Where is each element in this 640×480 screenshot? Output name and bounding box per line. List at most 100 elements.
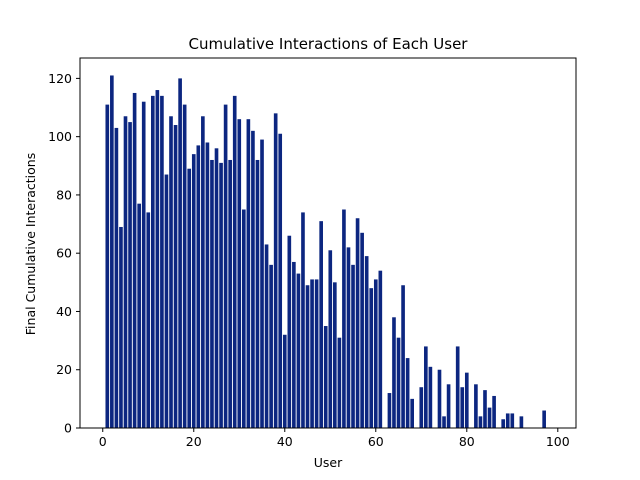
bar-user-31 xyxy=(242,209,246,428)
bar-user-71 xyxy=(424,346,428,428)
bar-user-45 xyxy=(305,285,310,428)
bar-user-80 xyxy=(464,372,469,428)
bar-user-36 xyxy=(264,244,269,428)
bar-user-20 xyxy=(191,154,196,428)
y-tick-label-20: 20 xyxy=(56,362,72,377)
bar-user-7 xyxy=(132,92,137,429)
bar-user-39 xyxy=(278,133,283,428)
bar-user-92 xyxy=(519,416,524,428)
bar-user-48 xyxy=(319,221,323,428)
bar-user-8 xyxy=(137,203,141,428)
bar-user-70 xyxy=(419,387,424,428)
bar-user-33 xyxy=(251,130,255,428)
bar-user-27 xyxy=(223,104,228,429)
bar-user-79 xyxy=(460,387,465,428)
x-tick-label-20: 20 xyxy=(186,434,202,449)
bar-user-9 xyxy=(141,101,146,428)
x-tick-label-40: 40 xyxy=(277,434,293,449)
bar-user-55 xyxy=(351,264,355,428)
y-tick-label-0: 0 xyxy=(64,421,72,436)
bar-user-25 xyxy=(214,148,219,428)
bar-user-24 xyxy=(210,159,214,428)
y-tick-label-100: 100 xyxy=(48,129,72,144)
bar-user-72 xyxy=(428,366,433,428)
bar-user-3 xyxy=(114,127,119,429)
bar-user-40 xyxy=(282,334,287,428)
bar-user-74 xyxy=(437,369,442,428)
bar-user-42 xyxy=(292,261,296,428)
bar-user-60 xyxy=(373,279,378,428)
y-tick-label-60: 60 xyxy=(56,246,72,261)
bar-user-57 xyxy=(360,232,364,428)
bar-user-52 xyxy=(337,337,342,428)
bar-user-59 xyxy=(369,288,374,428)
bar-user-86 xyxy=(492,395,496,428)
bar-user-19 xyxy=(187,168,192,428)
bar-user-41 xyxy=(287,235,292,428)
bar-user-34 xyxy=(255,159,260,428)
bar-user-51 xyxy=(333,282,337,428)
bar-user-21 xyxy=(196,145,201,428)
bar-user-12 xyxy=(155,90,160,429)
bar-user-44 xyxy=(301,212,305,428)
bar-user-56 xyxy=(355,218,360,428)
bar-user-47 xyxy=(314,279,319,428)
bar-user-83 xyxy=(478,416,483,428)
bar-user-76 xyxy=(446,384,451,428)
bar-user-26 xyxy=(219,162,223,428)
bar-user-13 xyxy=(160,95,164,429)
bar-user-15 xyxy=(169,116,173,429)
bar-user-49 xyxy=(323,326,328,428)
bar-user-46 xyxy=(310,279,314,428)
bar-user-29 xyxy=(232,95,237,429)
bar-user-22 xyxy=(201,116,205,429)
bar-user-30 xyxy=(237,119,242,429)
bar-user-54 xyxy=(346,247,351,428)
y-tick-label-120: 120 xyxy=(48,71,72,86)
bar-user-14 xyxy=(164,174,169,428)
bar-user-10 xyxy=(146,212,151,428)
bar-user-63 xyxy=(387,393,392,428)
chart-title: Cumulative Interactions of Each User xyxy=(189,35,469,53)
bar-user-37 xyxy=(269,264,273,428)
bar-user-18 xyxy=(182,104,187,429)
x-tick-label-60: 60 xyxy=(368,434,384,449)
bar-user-23 xyxy=(205,142,210,429)
bar-user-64 xyxy=(392,317,396,428)
bar-user-53 xyxy=(342,209,346,428)
bar-user-89 xyxy=(505,413,510,428)
bar-user-17 xyxy=(178,78,182,428)
bar-user-35 xyxy=(260,139,264,428)
y-tick-label-40: 40 xyxy=(56,304,72,319)
bar-user-68 xyxy=(410,398,414,428)
bar-user-84 xyxy=(483,390,487,428)
bar-user-2 xyxy=(110,75,114,428)
plot-frame xyxy=(79,57,577,429)
bar-user-28 xyxy=(228,159,232,428)
bar-user-32 xyxy=(246,119,251,429)
x-tick-label-80: 80 xyxy=(459,434,475,449)
bar-user-11 xyxy=(150,95,155,429)
y-tick-label-80: 80 xyxy=(56,187,72,202)
axes-layer: 0 20 40 60 80 100 0 20 40 60 80 100 120 xyxy=(48,57,577,449)
x-tick-label-0: 0 xyxy=(99,434,107,449)
bar-user-16 xyxy=(173,125,178,428)
bar-user-65 xyxy=(396,337,401,428)
x-axis-label: User xyxy=(314,455,343,470)
bar-user-43 xyxy=(296,273,301,428)
bar-user-6 xyxy=(128,122,132,428)
bar-user-58 xyxy=(364,256,369,428)
x-tick-label-100: 100 xyxy=(546,434,570,449)
bar-user-66 xyxy=(401,285,405,428)
bar-user-78 xyxy=(455,346,460,428)
bar-user-88 xyxy=(501,419,506,428)
bar-user-82 xyxy=(474,384,478,428)
y-axis-label: Final Cumulative Interactions xyxy=(23,153,38,335)
bar-user-1 xyxy=(105,104,110,429)
bar-user-38 xyxy=(273,113,278,428)
bar-user-90 xyxy=(510,413,515,428)
bar-user-61 xyxy=(378,270,383,428)
bar-user-67 xyxy=(405,358,410,428)
